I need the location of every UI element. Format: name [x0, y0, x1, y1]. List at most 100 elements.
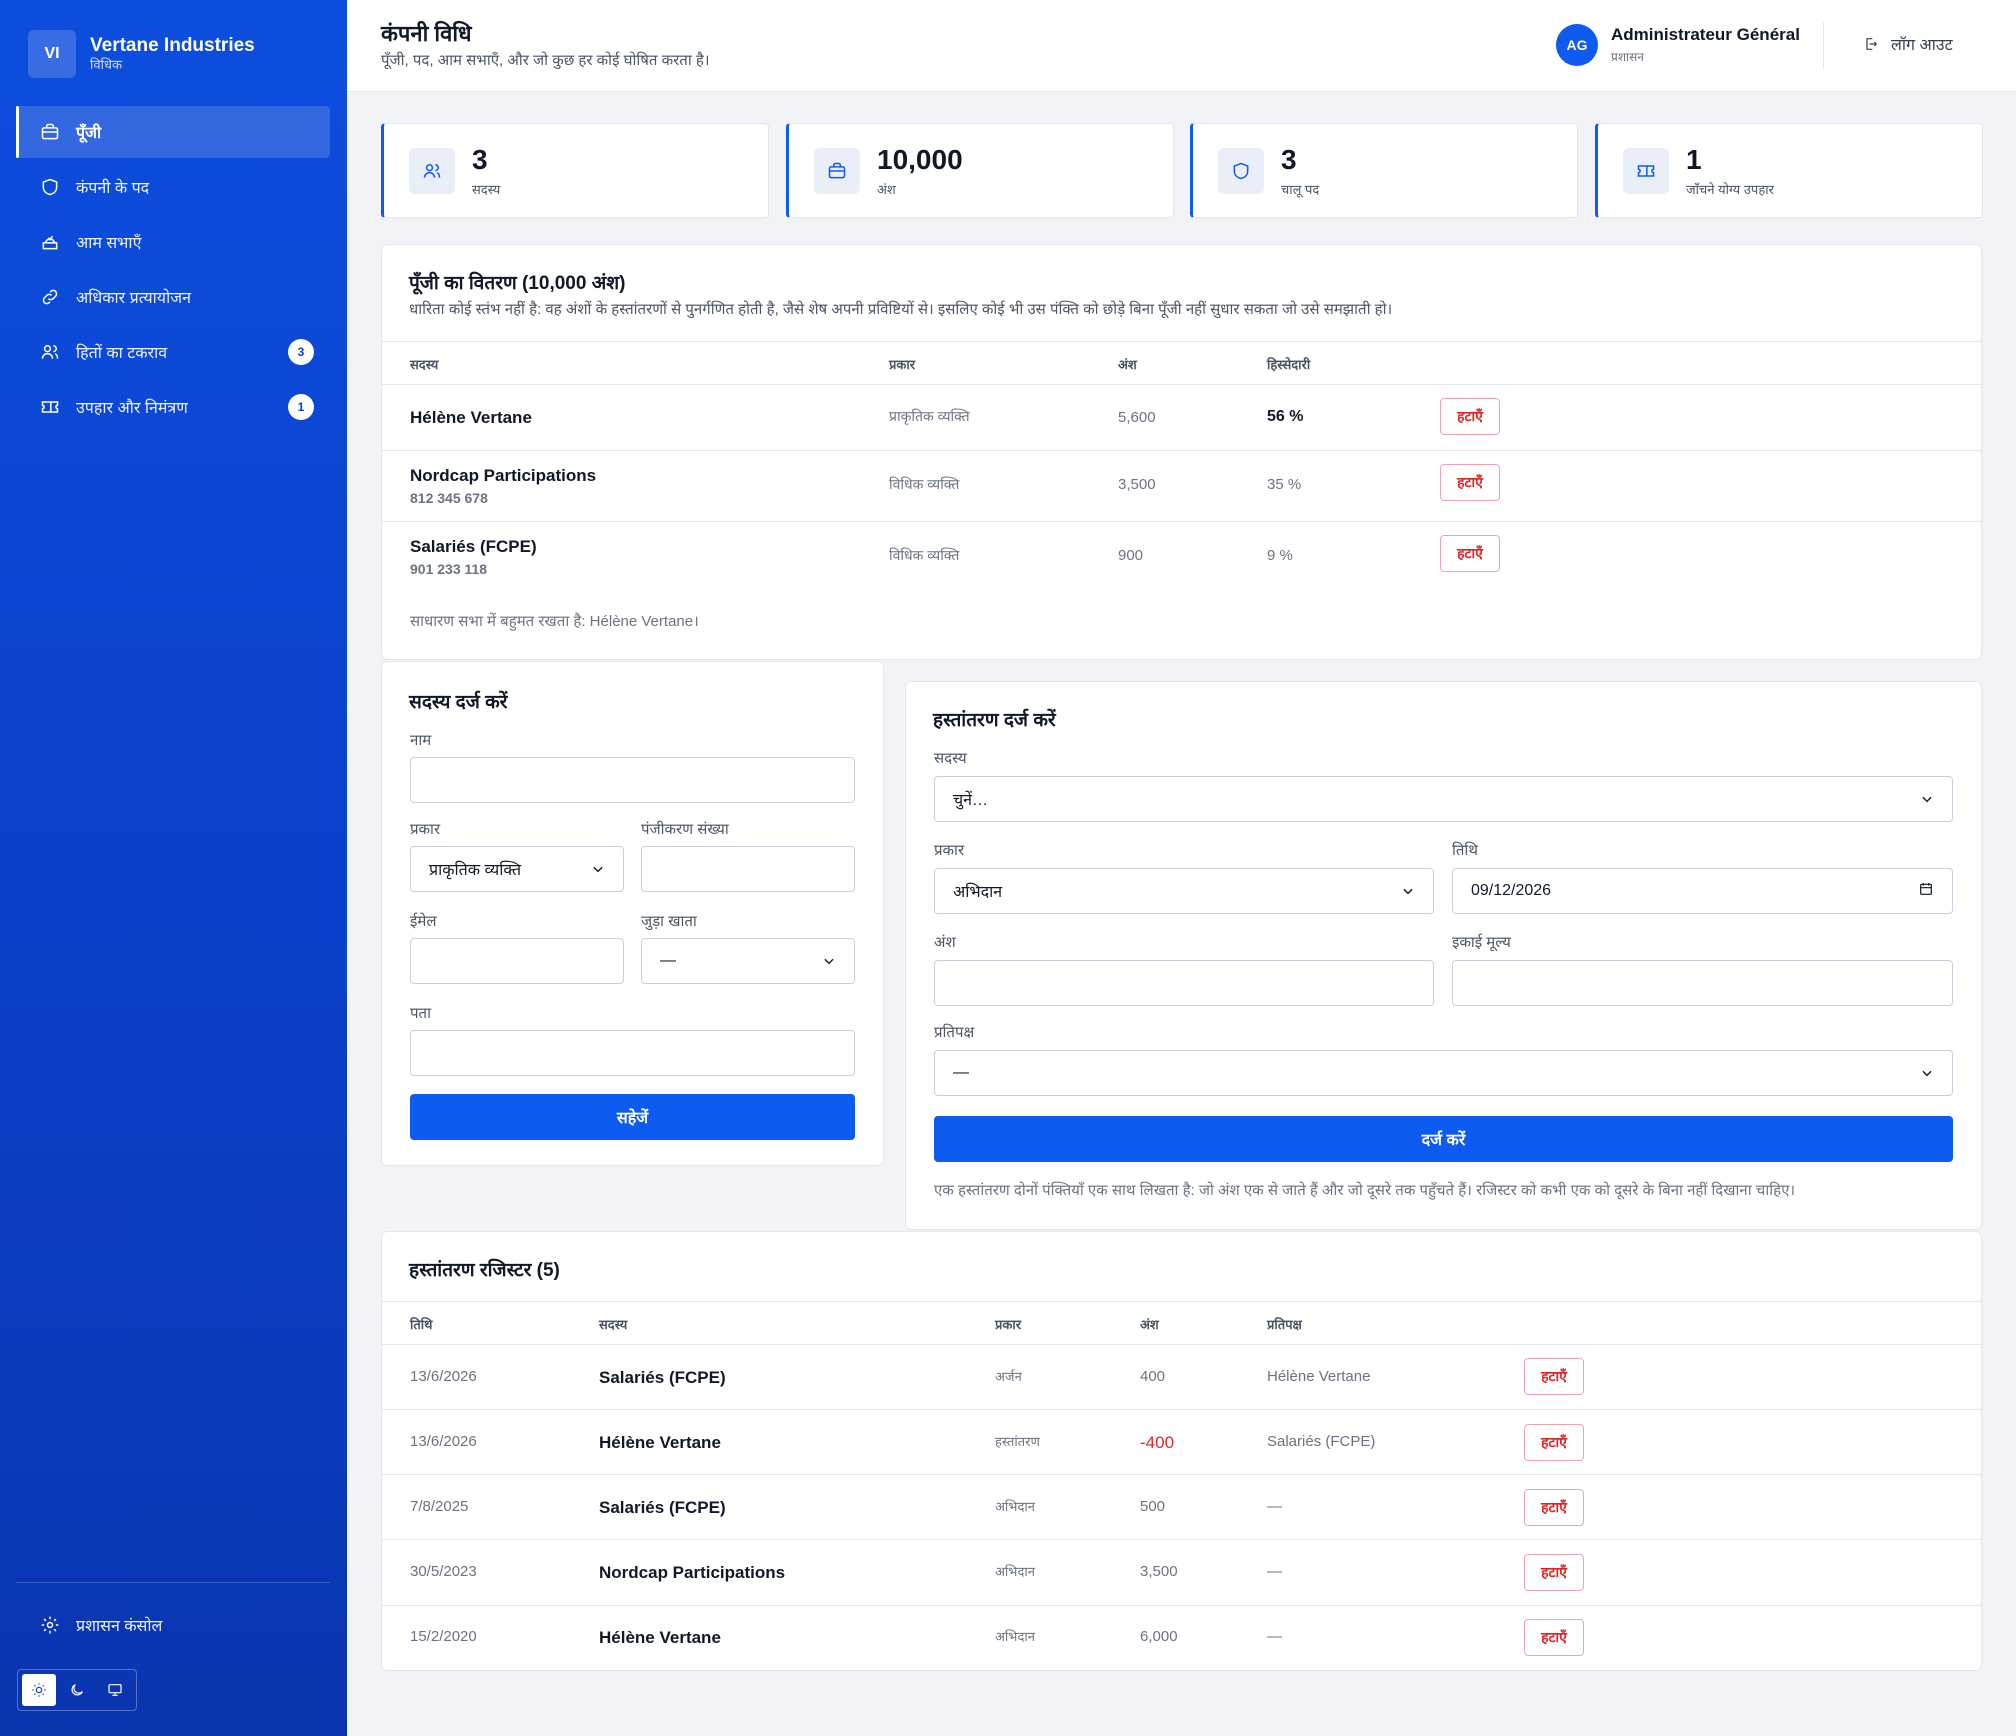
save-button[interactable]: सहेजें: [410, 1094, 855, 1140]
name-input[interactable]: [410, 757, 855, 803]
count-badge: 1: [288, 394, 314, 420]
member-registration: 812 345 678: [410, 490, 488, 506]
delete-transfer-button[interactable]: हटाएँ: [1524, 1554, 1584, 1591]
transfer-type: अभिदान: [995, 1629, 1035, 1644]
user-name: Administrateur Général: [1611, 25, 1800, 44]
column-header-shares: अंश: [1140, 1317, 1159, 1332]
chevron-down-icon: [1920, 792, 1934, 806]
logout-button[interactable]: लॉग आउट: [1863, 33, 1953, 55]
transfer-counterparty: —: [1267, 1628, 1282, 1645]
dark-theme-button[interactable]: [60, 1674, 94, 1706]
top-header: कंपनी विधि पूँजी, पद, आम सभाएँ, और जो कु…: [347, 0, 2016, 92]
sidebar-item-conflicts[interactable]: हितों का टकराव 3: [16, 326, 330, 378]
column-header-date: तिथि: [410, 1317, 433, 1332]
date-input[interactable]: 09/12/2026: [1452, 868, 1953, 914]
delete-member-button[interactable]: हटाएँ: [1440, 535, 1500, 572]
logout-label: लॉग आउट: [1891, 37, 1953, 54]
stat-card-shares: 10,000 अंश: [786, 123, 1174, 218]
linked-account-label: जुड़ा खाता: [641, 913, 697, 930]
address-input[interactable]: [410, 1030, 855, 1076]
transfer-date: 30/5/2023: [410, 1563, 477, 1580]
column-header-counterparty: प्रतिपक्ष: [1267, 1317, 1302, 1332]
transfer-member: Salariés (FCPE): [599, 1498, 726, 1517]
delete-member-button[interactable]: हटाएँ: [1440, 398, 1500, 435]
transfer-register-panel: हस्तांतरण रजिस्टर (5) तिथि सदस्य प्रकार …: [381, 1231, 1982, 1671]
email-field[interactable]: [410, 938, 624, 984]
brand-subtitle: विधिक: [90, 57, 122, 72]
system-theme-button[interactable]: [98, 1674, 132, 1706]
sidebar-item-gifts[interactable]: उपहार और निमंत्रण 1: [16, 381, 330, 433]
linked-account-select[interactable]: —: [641, 938, 855, 984]
transfer-shares: 400: [1140, 1368, 1166, 1385]
member-form-panel: सदस्य दर्ज करें नाम प्रकार प्राकृतिक व्य…: [381, 661, 884, 1166]
column-header-type: प्रकार: [995, 1317, 1022, 1332]
transfer-member-select[interactable]: चुनें…: [934, 776, 1953, 822]
gear-icon: [41, 1616, 59, 1634]
brand-name: Vertane Industries: [90, 35, 255, 56]
table-divider: [382, 1344, 1981, 1345]
chevron-down-icon: [822, 954, 836, 968]
brand[interactable]: VI Vertane Industries विधिक: [28, 30, 255, 78]
transfer-type-select[interactable]: अभिदान: [934, 868, 1434, 914]
member-shares: 5,600: [1118, 409, 1156, 426]
name-label: नाम: [410, 732, 432, 749]
delete-transfer-button[interactable]: हटाएँ: [1524, 1424, 1584, 1461]
sidebar-item-positions[interactable]: कंपनी के पद: [16, 161, 330, 213]
member-stake: 35 %: [1267, 476, 1302, 493]
page-title: कंपनी विधि: [381, 21, 472, 46]
sidebar: VI Vertane Industries विधिक पूँजी कंपनी …: [0, 0, 347, 1736]
transfer-date: 15/2/2020: [410, 1628, 477, 1645]
row-divider: [382, 1605, 1981, 1606]
calendar-icon[interactable]: [1918, 881, 1934, 902]
column-header-member: सदस्य: [410, 357, 439, 372]
unit-price-input[interactable]: [1452, 960, 1953, 1006]
delete-member-button[interactable]: हटाएँ: [1440, 464, 1500, 501]
row-divider: [382, 1474, 1981, 1475]
panel-title: पूँजी का वितरण (10,000 अंश): [409, 273, 626, 294]
column-header-shares: अंश: [1118, 357, 1137, 372]
avatar[interactable]: AG: [1556, 24, 1598, 66]
users-icon: [40, 342, 60, 362]
counterparty-select[interactable]: —: [934, 1050, 1953, 1096]
member-shares: 3,500: [1118, 476, 1156, 493]
shares-label: अंश: [934, 934, 956, 951]
registration-input[interactable]: [641, 846, 855, 892]
delete-transfer-button[interactable]: हटाएँ: [1524, 1489, 1584, 1526]
transfer-date: 13/6/2026: [410, 1433, 477, 1450]
stat-label: जाँचने योग्य उपहार: [1686, 182, 1774, 197]
stat-card-gifts: 1 जाँचने योग्य उपहार: [1595, 123, 1983, 218]
row-divider: [382, 1539, 1981, 1540]
type-label: प्रकार: [410, 821, 441, 838]
sidebar-item-delegation[interactable]: अधिकार प्रत्यायोजन: [16, 271, 330, 323]
ticket-icon: [1623, 148, 1669, 194]
selected-value: अभिदान: [953, 884, 1003, 901]
delete-transfer-button[interactable]: हटाएँ: [1524, 1619, 1584, 1656]
member-shares: 900: [1118, 547, 1144, 564]
admin-console-link[interactable]: प्रशासन कंसोल: [40, 1614, 162, 1636]
transfer-member: Salariés (FCPE): [599, 1368, 726, 1387]
selected-value: —: [660, 952, 676, 969]
transfer-member: Hélène Vertane: [599, 1433, 721, 1452]
chevron-down-icon: [591, 862, 605, 876]
table-divider: [382, 1301, 1981, 1302]
delete-transfer-button[interactable]: हटाएँ: [1524, 1358, 1584, 1395]
member-type-select[interactable]: प्राकृतिक व्यक्ति: [410, 846, 624, 892]
sidebar-item-capital[interactable]: पूँजी: [16, 106, 330, 158]
stat-value: 3: [472, 144, 488, 175]
light-theme-button[interactable]: [22, 1674, 56, 1706]
count-badge: 3: [288, 339, 314, 365]
transfer-member: Nordcap Participations: [599, 1563, 786, 1582]
briefcase-icon: [814, 148, 860, 194]
transfer-shares: 6,000: [1140, 1628, 1178, 1645]
sidebar-item-general-meetings[interactable]: आम सभाएँ: [16, 216, 330, 268]
selected-value: चुनें…: [953, 792, 989, 809]
admin-console-label: प्रशासन कंसोल: [76, 1618, 163, 1635]
shares-input[interactable]: [934, 960, 1434, 1006]
brand-logo: VI: [28, 30, 76, 78]
transfer-type: अभिदान: [995, 1564, 1035, 1579]
chevron-down-icon: [1920, 1066, 1934, 1080]
panel-description: धारिता कोई स्तंभ नहीं है: वह अंशों के हस…: [409, 301, 1393, 318]
sidebar-item-label: अधिकार प्रत्यायोजन: [76, 290, 191, 307]
stat-card-positions: 3 चालू पद: [1190, 123, 1578, 218]
record-transfer-button[interactable]: दर्ज करें: [934, 1116, 1953, 1162]
